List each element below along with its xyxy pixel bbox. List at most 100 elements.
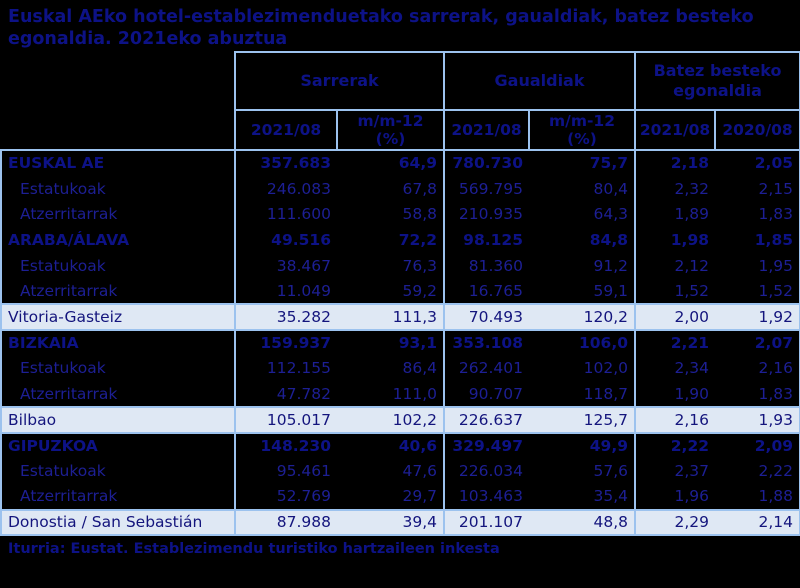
row-label: Atzerritarrak <box>0 381 235 407</box>
cell-value: 70.493 <box>443 303 529 331</box>
cell-value: 2,14 <box>715 508 800 537</box>
group-header-row: Sarrerak Gaualdiak Batez besteko egonald… <box>1 51 800 111</box>
cell-value: 1,83 <box>715 201 800 228</box>
table-header: Sarrerak Gaualdiak Batez besteko egonald… <box>1 51 800 151</box>
row-label: Atzerritarrak <box>0 201 235 228</box>
cell-value: 1,95 <box>715 252 800 279</box>
cell-value: 84,8 <box>529 227 636 253</box>
col-gaualdiak-mm12: m/m-12 (%) <box>527 109 637 151</box>
cell-value: 38.467 <box>234 252 337 279</box>
table-row: Estatukoak 112.155 86,4 262.401 102,0 2,34 2,1… <box>0 355 800 382</box>
row-label: Atzerritarrak <box>0 483 235 510</box>
cell-value: 201.107 <box>443 508 529 537</box>
cell-value: 2,16 <box>634 405 716 434</box>
cell-value: 2,18 <box>634 149 716 176</box>
cell-value: 1,52 <box>634 278 716 305</box>
cell-value: 87.988 <box>234 508 337 537</box>
table-body: EUSKAL AE 357.683 64,9 780.730 75,7 2,18 2,05 E… <box>0 149 800 537</box>
cell-value: 59,2 <box>337 278 444 305</box>
row-label: GIPUZKOA <box>0 432 235 459</box>
cell-value: 1,96 <box>634 483 716 510</box>
cell-value: 262.401 <box>443 355 529 382</box>
page-title: Euskal AEko hotel-establezimenduetako sa… <box>8 7 754 49</box>
cell-value: 86,4 <box>337 355 444 382</box>
row-label: Atzerritarrak <box>0 278 235 305</box>
cell-value: 91,2 <box>529 252 636 279</box>
cell-value: 1,52 <box>715 278 800 305</box>
cell-value: 90.707 <box>443 381 529 407</box>
cell-value: 159.937 <box>234 329 337 356</box>
col-sarrerak-2021-08: 2021/08 <box>234 109 338 151</box>
table-row: Atzerritarrak 111.600 58,8 210.935 64,3 1,89 1… <box>0 201 800 228</box>
col-egonaldia-2020-08: 2020/08 <box>714 109 800 151</box>
row-label: Donostia / San Sebastián <box>0 508 235 537</box>
cell-value: 76,3 <box>337 252 444 279</box>
cell-value: 49,9 <box>529 432 636 459</box>
table-row: ARABA/ÁLAVA 49.516 72,2 98.125 84,8 1,98 1,85 <box>0 227 800 253</box>
cell-value: 2,16 <box>715 355 800 382</box>
cell-value: 35.282 <box>234 303 337 331</box>
cell-value: 106,0 <box>529 329 636 356</box>
cell-value: 569.795 <box>443 175 529 202</box>
row-label: EUSKAL AE <box>0 149 235 176</box>
row-label: Estatukoak <box>0 355 235 382</box>
cell-value: 35,4 <box>529 483 636 510</box>
cell-value: 98.125 <box>443 227 529 253</box>
col-group-sarrerak: Sarrerak <box>234 51 445 111</box>
cell-value: 81.360 <box>443 252 529 279</box>
cell-value: 2,32 <box>634 175 716 202</box>
col-gaualdiak-2021-08: 2021/08 <box>443 109 530 151</box>
table-row: Estatukoak 95.461 47,6 226.034 57,6 2,37 2,22 <box>0 458 800 484</box>
cell-value: 58,8 <box>337 201 444 228</box>
cell-value: 2,15 <box>715 175 800 202</box>
row-label: ARABA/ÁLAVA <box>0 227 235 253</box>
cell-value: 1,93 <box>715 405 800 434</box>
cell-value: 39,4 <box>337 508 444 537</box>
cell-value: 2,37 <box>634 458 716 484</box>
table-row: GIPUZKOA 148.230 40,6 329.497 49,9 2,22 2,09 <box>0 432 800 459</box>
cell-value: 47,6 <box>337 458 444 484</box>
row-label: Estatukoak <box>0 175 235 202</box>
cell-value: 29,7 <box>337 483 444 510</box>
table-row: BIZKAIA 159.937 93,1 353.108 106,0 2,21 2,07 <box>0 329 800 356</box>
cell-value: 353.108 <box>443 329 529 356</box>
cell-value: 2,09 <box>715 432 800 459</box>
corner-cell <box>1 110 235 150</box>
cell-value: 246.083 <box>234 175 337 202</box>
subcolumn-header-row: 2021/08 m/m-12 (%) 2021/08 m/m-12 (%) 20… <box>1 109 800 151</box>
cell-value: 16.765 <box>443 278 529 305</box>
table-row: Bilbao 105.017 102,2 226.637 125,7 2,16 1,93 <box>0 405 800 434</box>
cell-value: 59,1 <box>529 278 636 305</box>
cell-value: 2,12 <box>634 252 716 279</box>
cell-value: 148.230 <box>234 432 337 459</box>
cell-value: 226.034 <box>443 458 529 484</box>
cell-value: 64,9 <box>337 149 444 176</box>
table-row: Estatukoak 38.467 76,3 81.360 91,2 2,12 1,95 <box>0 252 800 279</box>
cell-value: 72,2 <box>337 227 444 253</box>
cell-value: 357.683 <box>234 149 337 176</box>
table-row: Vitoria-Gasteiz 35.282 111,3 70.493 120,2 2,0… <box>0 303 800 331</box>
cell-value: 102,2 <box>337 405 444 434</box>
cell-value: 120,2 <box>529 303 636 331</box>
cell-value: 2,07 <box>715 329 800 356</box>
cell-value: 210.935 <box>443 201 529 228</box>
row-label: Vitoria-Gasteiz <box>0 303 235 331</box>
table-row: Atzerritarrak 52.769 29,7 103.463 35,4 1,96 1,… <box>0 483 800 510</box>
cell-value: 103.463 <box>443 483 529 510</box>
table-row: Atzerritarrak 11.049 59,2 16.765 59,1 1,52 1,5… <box>0 278 800 305</box>
cell-value: 2,00 <box>634 303 716 331</box>
table-row: Donostia / San Sebastián 87.988 39,4 201.10… <box>0 508 800 537</box>
cell-value: 226.637 <box>443 405 529 434</box>
cell-value: 95.461 <box>234 458 337 484</box>
cell-value: 102,0 <box>529 355 636 382</box>
col-egonaldia-2021-08: 2021/08 <box>634 109 717 151</box>
cell-value: 780.730 <box>443 149 529 176</box>
cell-value: 105.017 <box>234 405 337 434</box>
cell-value: 48,8 <box>529 508 636 537</box>
cell-value: 112.155 <box>234 355 337 382</box>
cell-value: 2,05 <box>715 149 800 176</box>
source-note: Iturria: Eustat. Establezimendu turistik… <box>8 541 500 558</box>
cell-value: 2,29 <box>634 508 716 537</box>
cell-value: 1,98 <box>634 227 716 253</box>
